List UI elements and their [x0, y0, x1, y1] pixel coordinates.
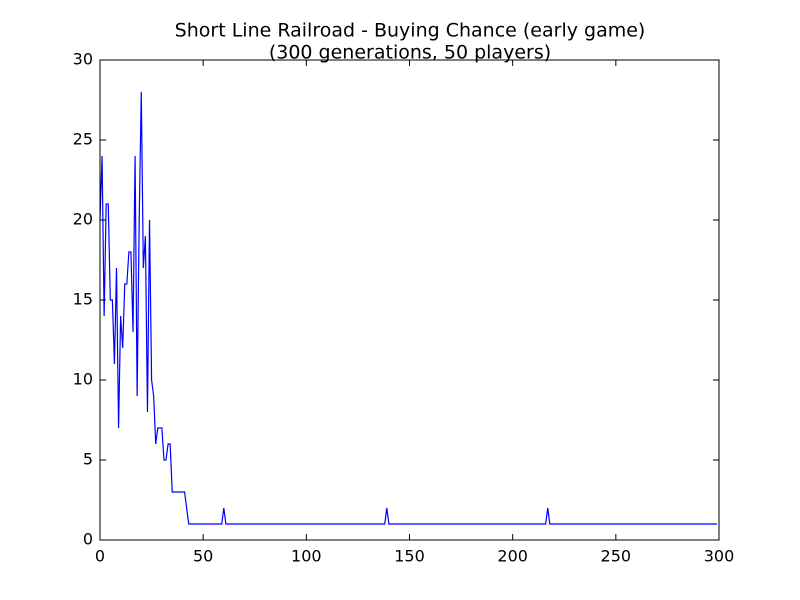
x-tick-label: 150 — [394, 547, 425, 566]
chart-subtitle: (300 generations, 50 players) — [269, 42, 551, 64]
data-line — [99, 91, 717, 525]
x-tick-label: 200 — [497, 547, 528, 566]
y-tick-label: 10 — [73, 370, 93, 389]
x-tick-label: 0 — [95, 547, 105, 566]
y-tick-label: 15 — [73, 290, 93, 309]
x-tick-label: 300 — [704, 547, 735, 566]
y-tick-label: 30 — [73, 50, 93, 69]
x-tick-label: 250 — [601, 547, 632, 566]
y-tick-label: 0 — [83, 530, 93, 549]
x-tick-label: 100 — [291, 547, 322, 566]
y-tick-label: 25 — [73, 130, 93, 149]
y-tick-label: 5 — [83, 450, 93, 469]
y-tick-label: 20 — [73, 210, 93, 229]
x-tick-label: 50 — [193, 547, 213, 566]
chart-title: Short Line Railroad - Buying Chance (ear… — [175, 20, 646, 42]
